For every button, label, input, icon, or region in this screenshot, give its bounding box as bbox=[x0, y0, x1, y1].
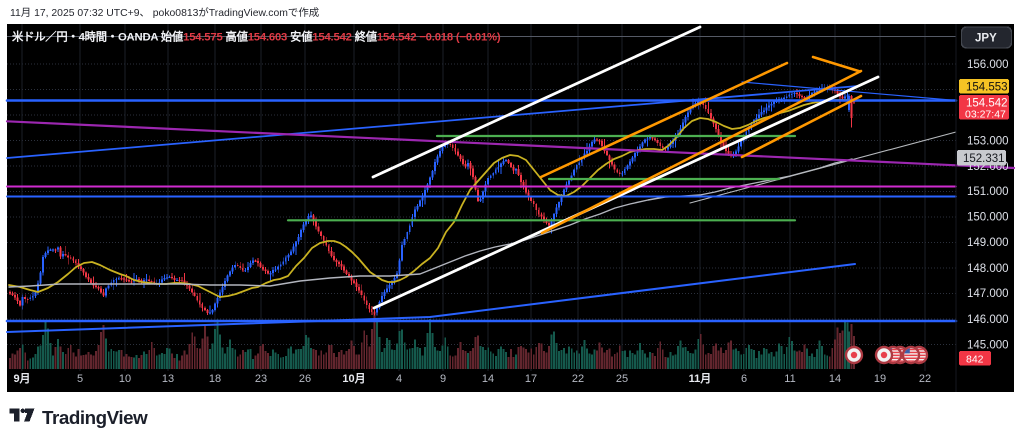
svg-text:9: 9 bbox=[440, 373, 446, 385]
svg-text:18: 18 bbox=[209, 373, 221, 385]
svg-text:5: 5 bbox=[77, 373, 83, 385]
svg-text:米ドル／円・4時間・OANDA 始値154.575 高値15: 米ドル／円・4時間・OANDA 始値154.575 高値154.603 安値15… bbox=[11, 30, 501, 44]
svg-text:153.000: 153.000 bbox=[967, 136, 1009, 148]
svg-text:148.000: 148.000 bbox=[967, 263, 1009, 275]
svg-text:150.000: 150.000 bbox=[967, 212, 1009, 224]
svg-text:JPY: JPY bbox=[975, 33, 997, 45]
svg-text:22: 22 bbox=[919, 373, 931, 385]
svg-text:13: 13 bbox=[162, 373, 174, 385]
svg-text:14: 14 bbox=[829, 373, 841, 385]
svg-text:154.542: 154.542 bbox=[966, 98, 1008, 110]
svg-text:151.000: 151.000 bbox=[967, 186, 1009, 198]
svg-text:154.553: 154.553 bbox=[966, 82, 1008, 94]
svg-text:03:27:47: 03:27:47 bbox=[965, 109, 1006, 121]
svg-text:14: 14 bbox=[482, 373, 494, 385]
svg-text:11月: 11月 bbox=[689, 372, 712, 385]
svg-text:25: 25 bbox=[616, 373, 628, 385]
svg-text:145.000: 145.000 bbox=[967, 340, 1009, 352]
svg-text:TradingView: TradingView bbox=[42, 407, 148, 428]
svg-text:146.000: 146.000 bbox=[967, 314, 1009, 326]
svg-text:152.331: 152.331 bbox=[963, 153, 1005, 165]
svg-text:11月 17, 2025 07:32 UTC+9、 poko: 11月 17, 2025 07:32 UTC+9、 poko0813がTradi… bbox=[10, 6, 319, 19]
svg-text:9月: 9月 bbox=[13, 372, 30, 385]
svg-text:149.000: 149.000 bbox=[967, 237, 1009, 249]
svg-text:4: 4 bbox=[396, 373, 402, 385]
svg-text:17: 17 bbox=[525, 373, 537, 385]
svg-text:6: 6 bbox=[741, 373, 747, 385]
svg-text:22: 22 bbox=[572, 373, 584, 385]
svg-text:10月: 10月 bbox=[342, 372, 365, 385]
svg-text:156.000: 156.000 bbox=[967, 59, 1009, 71]
svg-text:23: 23 bbox=[255, 373, 267, 385]
svg-text:26: 26 bbox=[299, 373, 311, 385]
svg-text:842: 842 bbox=[966, 354, 984, 366]
svg-text:10: 10 bbox=[119, 373, 131, 385]
svg-text:147.000: 147.000 bbox=[967, 288, 1009, 300]
svg-text:19: 19 bbox=[874, 373, 886, 385]
svg-text:11: 11 bbox=[784, 373, 795, 385]
